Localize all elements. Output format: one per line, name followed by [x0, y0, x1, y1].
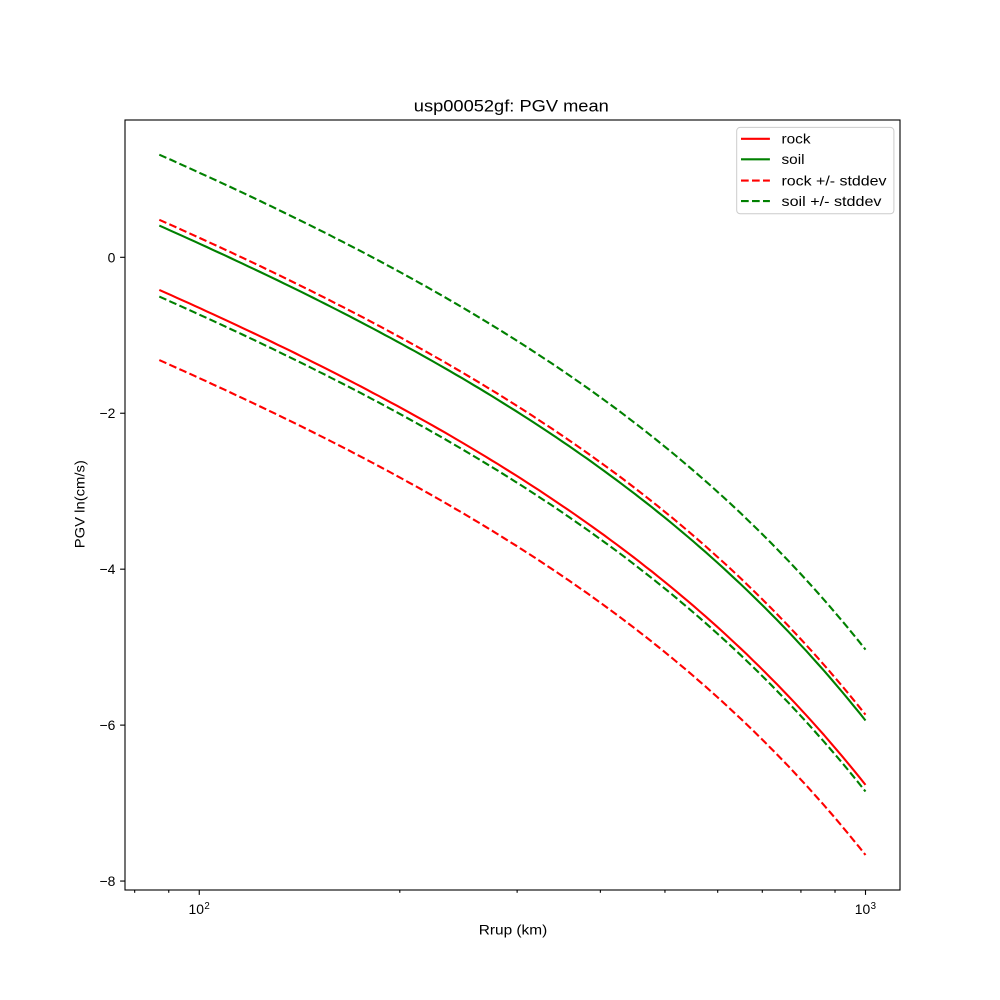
svg-text:−4: −4	[99, 561, 115, 577]
svg-text:−6: −6	[99, 717, 115, 733]
svg-text:rock: rock	[782, 131, 811, 147]
svg-text:rock +/- stddev: rock +/- stddev	[782, 173, 887, 189]
svg-text:Rrup (km): Rrup (km)	[479, 922, 548, 938]
svg-text:usp00052gf: PGV mean: usp00052gf: PGV mean	[414, 97, 609, 116]
svg-text:soil: soil	[782, 151, 805, 167]
svg-text:PGV ln(cm/s): PGV ln(cm/s)	[71, 460, 87, 548]
svg-text:soil +/- stddev: soil +/- stddev	[782, 193, 882, 209]
svg-text:0: 0	[108, 249, 116, 265]
svg-text:3: 3	[871, 901, 876, 912]
svg-text:−2: −2	[99, 405, 115, 421]
svg-text:10: 10	[855, 901, 871, 917]
svg-text:2: 2	[204, 901, 209, 912]
svg-text:−8: −8	[99, 873, 115, 889]
svg-text:10: 10	[189, 901, 205, 917]
